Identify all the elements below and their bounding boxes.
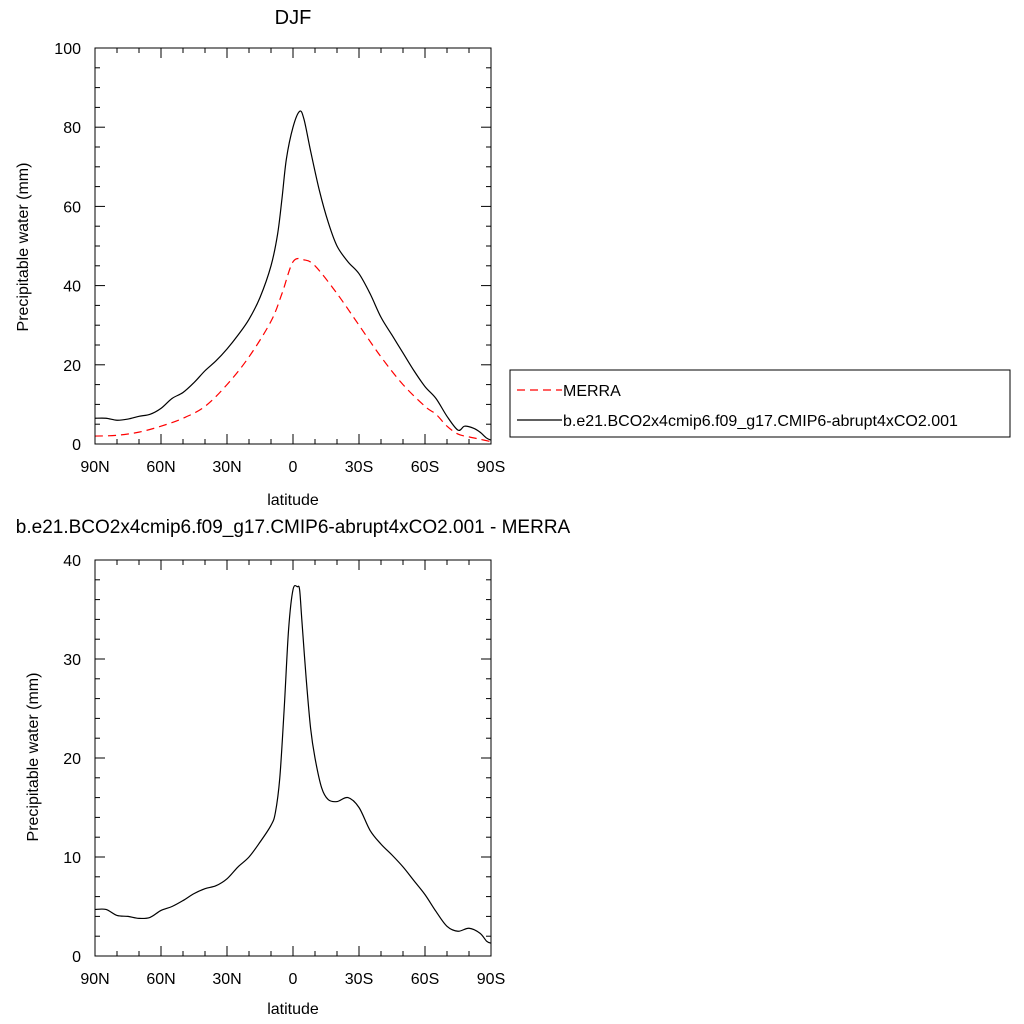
panel-1-y-tick-label: 40: [63, 279, 81, 296]
panel-2-x-tick-label: 0: [289, 971, 298, 988]
panel-djf: DJF Precipitable water (mm) latitude 90N…: [15, 7, 505, 509]
panel-1-xlabel: latitude: [267, 492, 319, 509]
legend-label-merra: MERRA: [563, 383, 621, 400]
legend-box: [509, 369, 1011, 438]
panel-2-x-tick-label: 90S: [477, 971, 505, 988]
panel-2-y-tick-label: 10: [63, 850, 81, 867]
panel-1-frame: [94, 47, 492, 445]
panel-2-y-tick-label: 30: [63, 652, 81, 669]
panel-2-x-tick-label: 90N: [80, 971, 109, 988]
panel-1-y-tick-label: 80: [63, 120, 81, 137]
panel-2-x-tick-label: 60N: [146, 971, 175, 988]
panel-2-x-tick-label: 30S: [345, 971, 373, 988]
panel-1-x-tick-label: 60N: [146, 459, 175, 476]
panel-1-x-tick-label: 90N: [80, 459, 109, 476]
panel-1-y-tick-label: 100: [54, 41, 81, 58]
legend: MERRA b.e21.BCO2x4cmip6.f09_g17.CMIP6-ab…: [509, 369, 1011, 438]
panel-2-x-tick-label: 30N: [212, 971, 241, 988]
panel-2-title: b.e21.BCO2x4cmip6.f09_g17.CMIP6-abrupt4x…: [16, 517, 571, 538]
panel-2-series-line-0: [94, 584, 492, 944]
panel-difference: b.e21.BCO2x4cmip6.f09_g17.CMIP6-abrupt4x…: [16, 517, 571, 1018]
panel-1-series-line-1: [94, 110, 492, 441]
panel-1-y-tick-label: 0: [72, 437, 81, 454]
panel-2-y-tick-label: 20: [63, 751, 81, 768]
panel-2-x-tick-label: 60S: [411, 971, 439, 988]
panel-2-y-tick-label: 0: [72, 949, 81, 966]
panel-2-xlabel: latitude: [267, 1001, 319, 1018]
panel-1-x-tick-label: 0: [289, 459, 298, 476]
panel-1-x-tick-label: 30N: [212, 459, 241, 476]
panel-1-ylabel: Precipitable water (mm): [15, 163, 32, 332]
panel-1-title: DJF: [275, 7, 312, 29]
panel-2-frame: [94, 559, 492, 957]
panel-1-series-line-0: [94, 257, 492, 443]
legend-label-model: b.e21.BCO2x4cmip6.f09_g17.CMIP6-abrupt4x…: [563, 413, 958, 430]
panel-1-y-tick-label: 20: [63, 358, 81, 375]
panel-1-x-tick-label: 30S: [345, 459, 373, 476]
panel-1-y-tick-label: 60: [63, 199, 81, 216]
panel-2-ylabel: Precipitable water (mm): [25, 673, 42, 842]
panel-2-y-tick-label: 40: [63, 553, 81, 570]
panel-1-x-tick-label: 60S: [411, 459, 439, 476]
panel-1-x-tick-label: 90S: [477, 459, 505, 476]
